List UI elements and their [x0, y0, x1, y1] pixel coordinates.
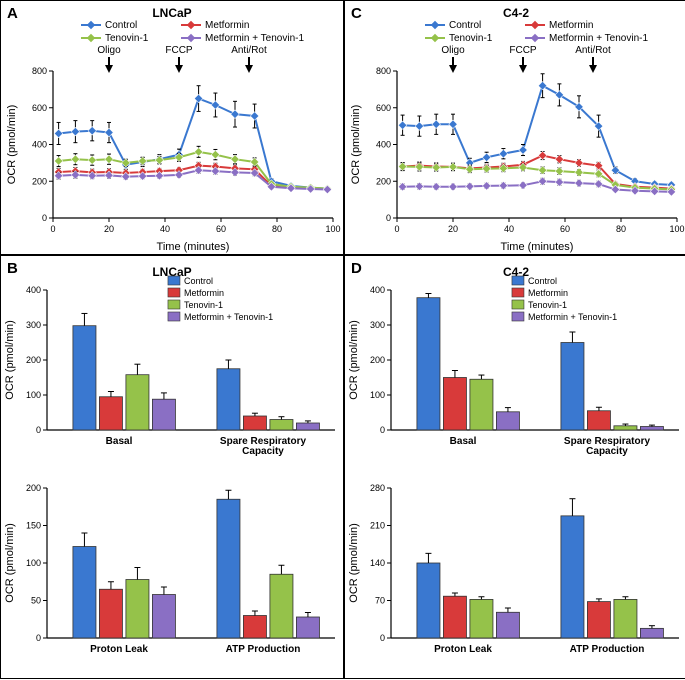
svg-text:280: 280	[370, 483, 385, 493]
svg-text:200: 200	[376, 176, 391, 186]
svg-text:Control: Control	[184, 276, 213, 286]
svg-text:Oligo: Oligo	[97, 45, 121, 56]
svg-text:200: 200	[26, 483, 41, 493]
svg-text:OCR (pmol/min): OCR (pmol/min)	[6, 105, 18, 184]
panel-c: C C4-2 Control Metformin Tenovin-1 Metformin…	[344, 0, 685, 255]
svg-text:100: 100	[669, 224, 684, 234]
svg-text:Metformin + Tenovin-1: Metformin + Tenovin-1	[528, 312, 617, 322]
svg-text:Control: Control	[528, 276, 557, 286]
svg-text:LNCaP: LNCaP	[152, 6, 191, 20]
svg-text:40: 40	[160, 224, 170, 234]
svg-text:Anti/Rot: Anti/Rot	[575, 45, 611, 56]
svg-text:600: 600	[376, 103, 391, 113]
panel-a: A LNCaP Control Metformin Tenovin-1 Metformi…	[0, 0, 344, 255]
svg-text:Basal: Basal	[450, 436, 477, 447]
svg-text:FCCP: FCCP	[509, 45, 537, 56]
svg-text:0: 0	[386, 213, 391, 223]
figure-grid: A LNCaP Control Metformin Tenovin-1 Metformi…	[0, 0, 685, 679]
panel-a-chart: LNCaP Control Metformin Tenovin-1 Metformin …	[1, 1, 343, 256]
svg-text:Capacity: Capacity	[586, 446, 628, 457]
svg-text:Control: Control	[449, 20, 481, 31]
panel-d: D C4-20100200300400OCR (pmol/min)BasalSp…	[344, 255, 685, 679]
svg-text:Time (minutes): Time (minutes)	[501, 241, 574, 253]
svg-text:210: 210	[370, 521, 385, 531]
svg-text:Tenovin-1: Tenovin-1	[105, 33, 149, 44]
svg-text:0: 0	[380, 425, 385, 435]
panel-d-chart: C4-20100200300400OCR (pmol/min)BasalSpar…	[345, 256, 685, 680]
svg-text:Metformin + Tenovin-1: Metformin + Tenovin-1	[184, 312, 273, 322]
svg-text:Time (minutes): Time (minutes)	[157, 241, 230, 253]
svg-text:Basal: Basal	[106, 436, 133, 447]
svg-text:60: 60	[560, 224, 570, 234]
svg-text:800: 800	[32, 66, 47, 76]
svg-text:FCCP: FCCP	[165, 45, 193, 56]
svg-text:ATP Production: ATP Production	[226, 644, 301, 655]
svg-text:Capacity: Capacity	[242, 446, 284, 457]
svg-text:C4-2: C4-2	[503, 6, 529, 20]
svg-text:Oligo: Oligo	[441, 45, 465, 56]
svg-text:100: 100	[370, 390, 385, 400]
panel-a-label: A	[7, 5, 18, 22]
svg-text:80: 80	[616, 224, 626, 234]
svg-text:Tenovin-1: Tenovin-1	[449, 33, 493, 44]
svg-text:200: 200	[370, 355, 385, 365]
svg-text:Proton Leak: Proton Leak	[90, 644, 148, 655]
svg-text:800: 800	[376, 66, 391, 76]
svg-text:OCR (pmol/min): OCR (pmol/min)	[350, 105, 362, 184]
svg-text:Tenovin-1: Tenovin-1	[528, 300, 567, 310]
svg-text:60: 60	[216, 224, 226, 234]
svg-text:Metformin: Metformin	[528, 288, 568, 298]
svg-text:0: 0	[50, 224, 55, 234]
svg-text:Metformin + Tenovin-1: Metformin + Tenovin-1	[549, 33, 648, 44]
svg-text:140: 140	[370, 558, 385, 568]
svg-text:Tenovin-1: Tenovin-1	[184, 300, 223, 310]
panel-c-label: C	[351, 5, 362, 22]
panel-b-label: B	[7, 260, 18, 277]
svg-text:400: 400	[26, 285, 41, 295]
svg-text:Anti/Rot: Anti/Rot	[231, 45, 267, 56]
svg-text:20: 20	[448, 224, 458, 234]
svg-text:50: 50	[31, 596, 41, 606]
svg-text:300: 300	[370, 320, 385, 330]
svg-text:0: 0	[36, 633, 41, 643]
svg-text:400: 400	[32, 140, 47, 150]
svg-text:OCR (pmol/min): OCR (pmol/min)	[4, 320, 16, 399]
svg-text:100: 100	[26, 558, 41, 568]
svg-text:ATP Production: ATP Production	[570, 644, 645, 655]
svg-text:300: 300	[26, 320, 41, 330]
svg-text:OCR (pmol/min): OCR (pmol/min)	[348, 523, 360, 602]
svg-text:0: 0	[394, 224, 399, 234]
svg-text:Metformin + Tenovin-1: Metformin + Tenovin-1	[205, 33, 304, 44]
svg-text:Metformin: Metformin	[184, 288, 224, 298]
svg-text:70: 70	[375, 596, 385, 606]
panel-b: B LNCaP0100200300400OCR (pmol/min)BasalS…	[0, 255, 344, 679]
svg-text:Metformin: Metformin	[205, 20, 249, 31]
svg-text:OCR (pmol/min): OCR (pmol/min)	[348, 320, 360, 399]
svg-text:200: 200	[26, 355, 41, 365]
svg-text:40: 40	[504, 224, 514, 234]
svg-text:80: 80	[272, 224, 282, 234]
svg-text:150: 150	[26, 521, 41, 531]
svg-text:Control: Control	[105, 20, 137, 31]
svg-text:0: 0	[36, 425, 41, 435]
panel-c-chart: C4-2 Control Metformin Tenovin-1 Metformin +…	[345, 1, 685, 256]
svg-text:400: 400	[370, 285, 385, 295]
svg-text:20: 20	[104, 224, 114, 234]
svg-text:600: 600	[32, 103, 47, 113]
panel-b-chart: LNCaP0100200300400OCR (pmol/min)BasalSpa…	[1, 256, 343, 680]
svg-text:400: 400	[376, 140, 391, 150]
svg-text:Metformin: Metformin	[549, 20, 593, 31]
svg-text:OCR (pmol/min): OCR (pmol/min)	[4, 523, 16, 602]
svg-text:Proton Leak: Proton Leak	[434, 644, 492, 655]
svg-text:100: 100	[26, 390, 41, 400]
svg-text:100: 100	[325, 224, 340, 234]
panel-d-label: D	[351, 260, 362, 277]
svg-text:200: 200	[32, 176, 47, 186]
svg-text:0: 0	[42, 213, 47, 223]
svg-text:0: 0	[380, 633, 385, 643]
